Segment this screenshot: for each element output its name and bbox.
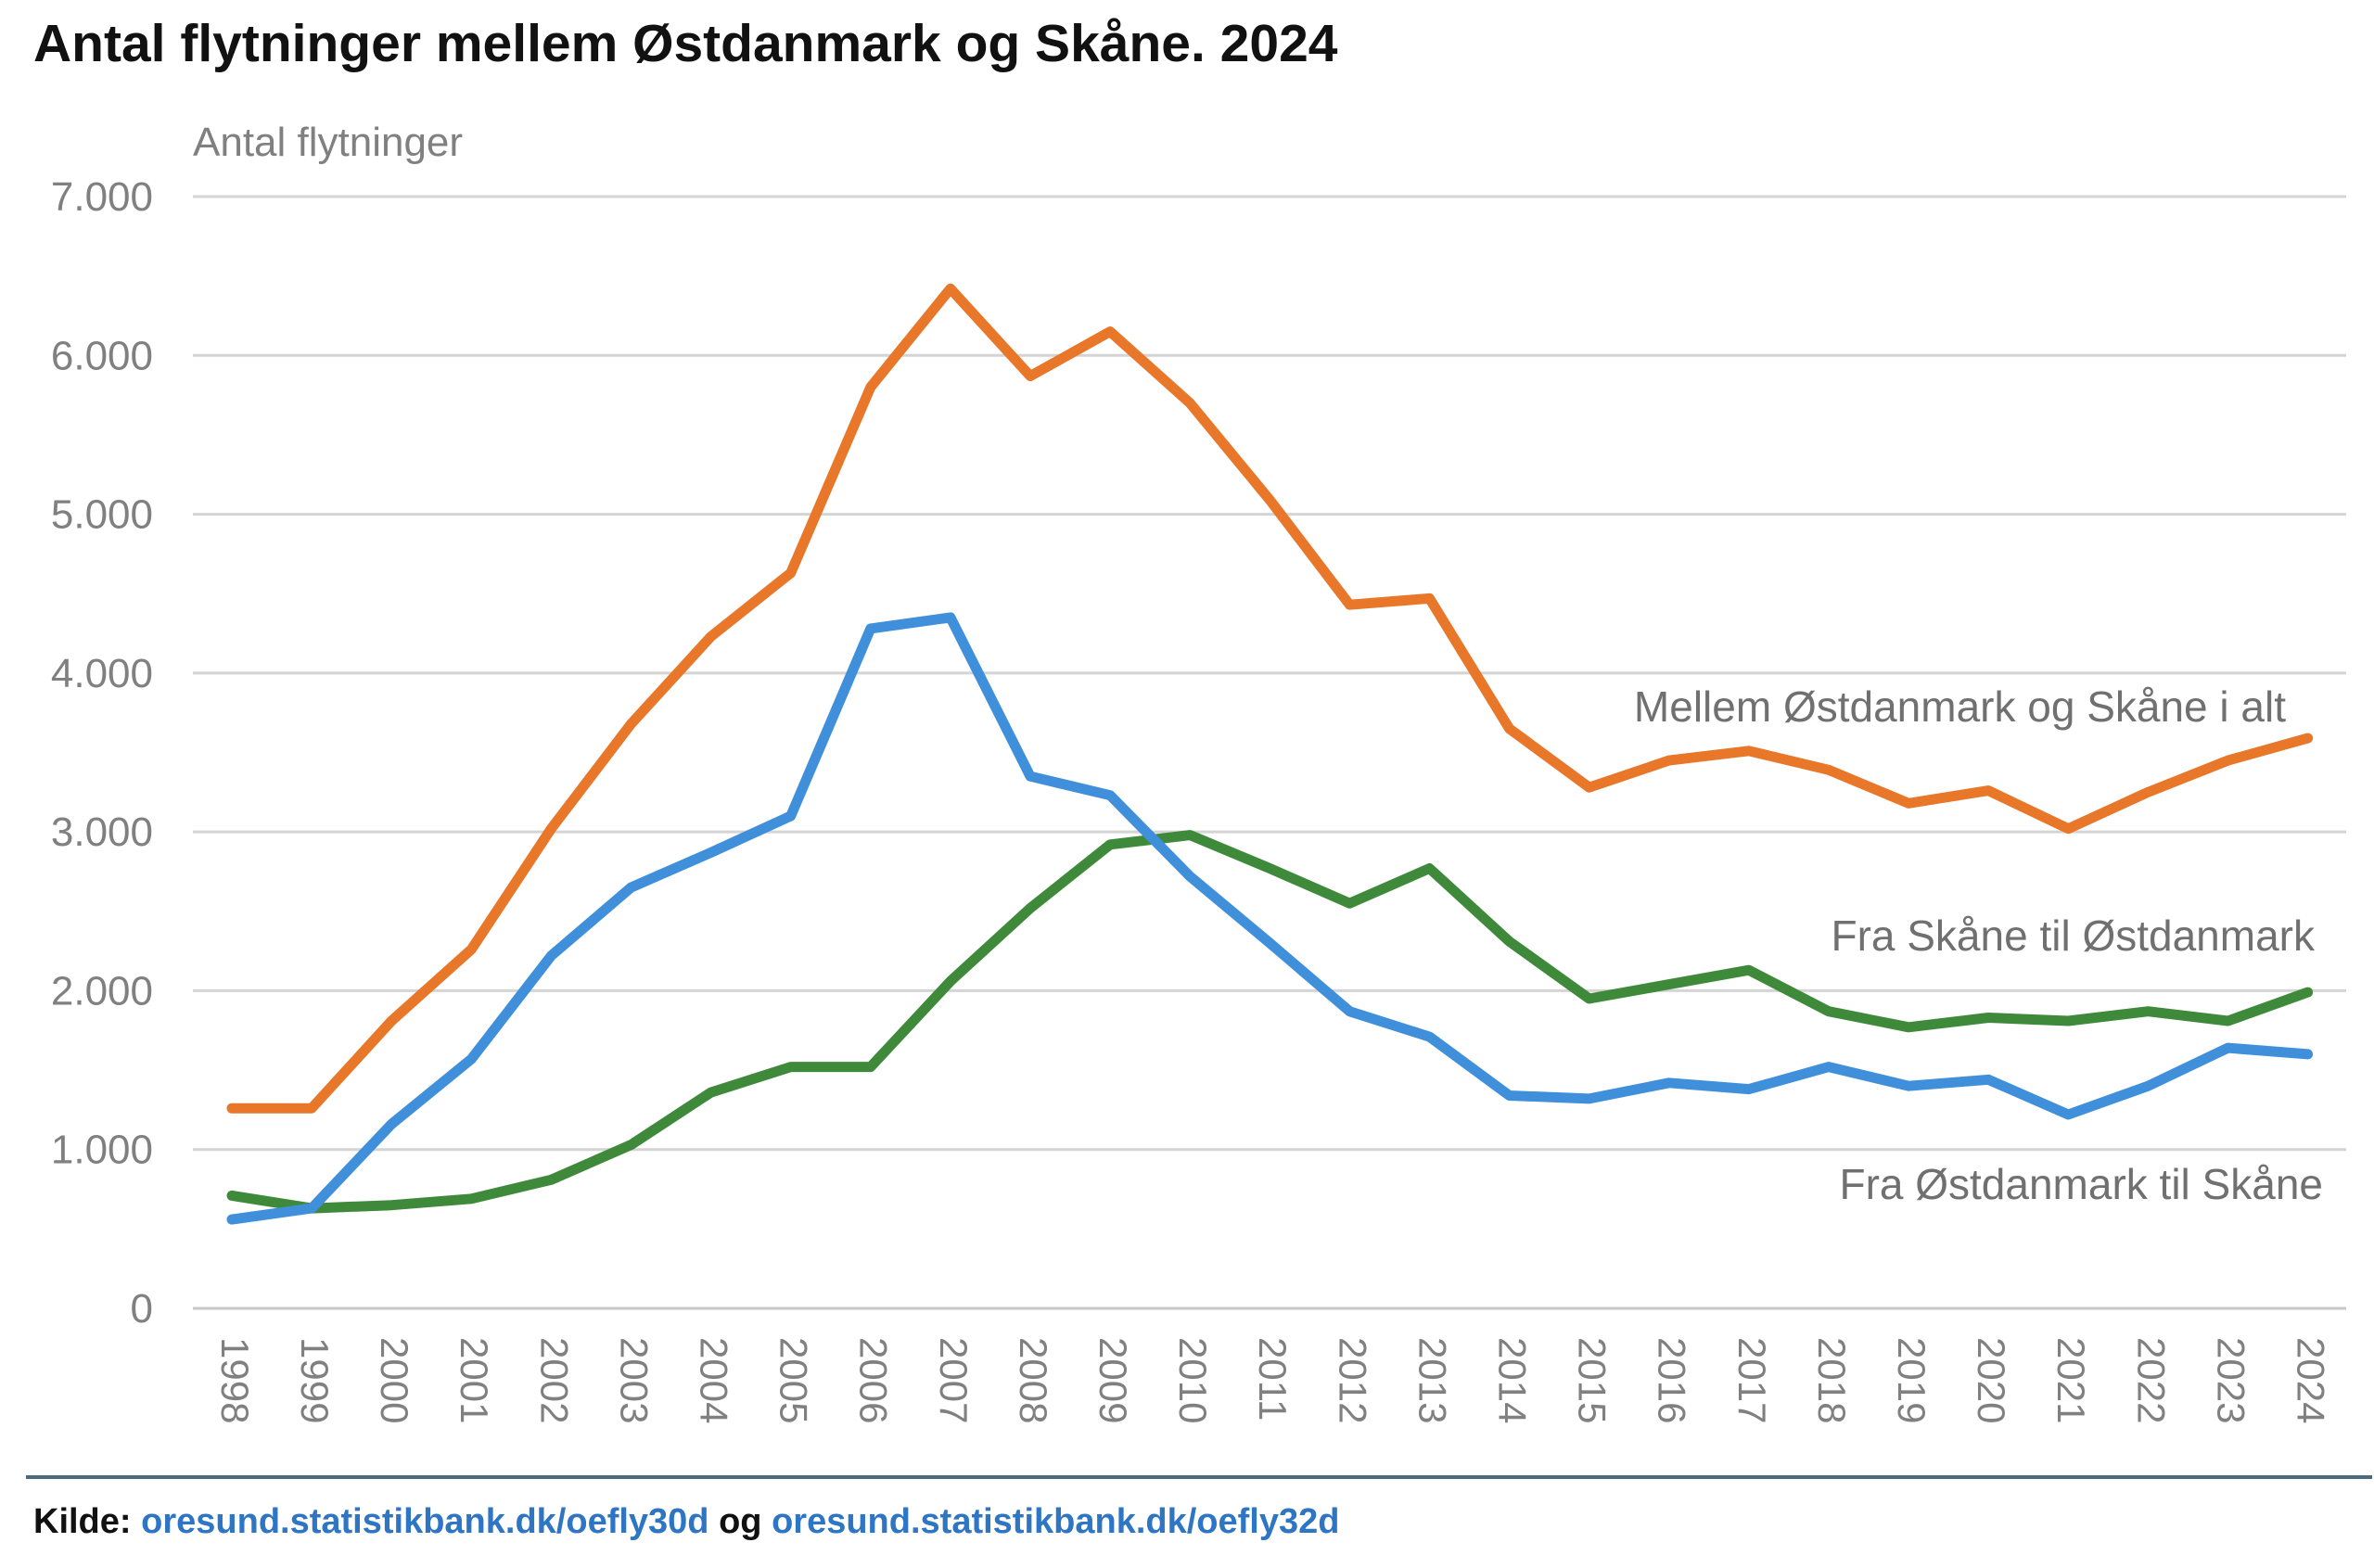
x-tick-label-2008: 2008 <box>1012 1337 1055 1423</box>
y-tick-label-5000: 5.000 <box>51 492 153 538</box>
x-tick-label-2023: 2023 <box>2209 1337 2253 1423</box>
x-tick-label-2001: 2001 <box>453 1337 496 1423</box>
x-tick-label-2016: 2016 <box>1651 1337 1694 1423</box>
y-tick-label-1000: 1.000 <box>51 1128 153 1173</box>
series-line-3 <box>226 612 2314 1225</box>
x-tick-label-2017: 2017 <box>1730 1337 1774 1423</box>
x-tick-label-2022: 2022 <box>2129 1337 2173 1423</box>
series-lines <box>226 283 2314 1225</box>
x-tick-label-2010: 2010 <box>1171 1337 1215 1423</box>
source-link-oefly32d[interactable]: oresund.statistikbank.dk/oefly32d <box>772 1502 1340 1541</box>
y-tick-label-2000: 2.000 <box>51 968 153 1013</box>
x-tick-label-2005: 2005 <box>772 1337 816 1423</box>
x-tick-label-2021: 2021 <box>2049 1337 2093 1423</box>
x-tick-label-2003: 2003 <box>612 1337 656 1423</box>
y-axis-title: Antal flytninger <box>193 120 463 165</box>
series-label-3: Fra Østdanmark til Skåne <box>1839 1160 2323 1208</box>
y-tick-label-3000: 3.000 <box>51 809 153 855</box>
x-tick-label-2013: 2013 <box>1410 1337 1454 1423</box>
page-title: Antal flytninger mellem Østdanmark og Sk… <box>33 14 1338 73</box>
y-axis-ticks: 0 1.000 2.000 3.000 4.000 5.000 6.000 7.000 <box>51 174 153 1332</box>
series-labels: Mellem Østdanmark og Skåne i alt Fra Skån… <box>1634 682 2323 1208</box>
x-tick-label-2000: 2000 <box>373 1337 416 1423</box>
x-axis-ticks: 1998 1999 2000 2001 2002 2003 2004 2005 2006 2007… <box>213 1337 2333 1423</box>
x-tick-label-2012: 2012 <box>1331 1337 1374 1423</box>
line-chart: 0 1.000 2.000 3.000 4.000 5.000 6.000 7.000 199… <box>51 120 2346 1423</box>
gridlines <box>193 195 2346 1310</box>
source-prefix: Kilde: <box>33 1502 142 1541</box>
x-tick-label-2014: 2014 <box>1491 1337 1535 1423</box>
y-tick-label-0: 0 <box>131 1286 153 1332</box>
x-tick-label-2007: 2007 <box>932 1337 976 1423</box>
x-tick-label-2019: 2019 <box>1890 1337 1934 1423</box>
y-tick-label-4000: 4.000 <box>51 651 153 696</box>
source-connector: og <box>708 1502 772 1541</box>
x-tick-label-1998: 1998 <box>213 1337 257 1423</box>
y-tick-label-7000: 7.000 <box>51 174 153 220</box>
x-tick-label-2006: 2006 <box>852 1337 896 1423</box>
x-tick-label-2020: 2020 <box>1970 1337 2013 1423</box>
series-line-2 <box>226 830 2314 1214</box>
x-tick-label-2024: 2024 <box>2290 1337 2333 1423</box>
x-tick-label-2011: 2011 <box>1251 1337 1295 1421</box>
source-line: Kilde: oresund.statistikbank.dk/oefly30d… <box>33 1502 1339 1542</box>
x-tick-label-2015: 2015 <box>1571 1337 1615 1423</box>
series-label-2: Fra Skåne til Østdanmark <box>1831 911 2316 960</box>
series-line-1 <box>226 283 2314 1114</box>
x-tick-label-2018: 2018 <box>1810 1337 1854 1423</box>
source-link-oefly30d[interactable]: oresund.statistikbank.dk/oefly30d <box>141 1502 709 1541</box>
series-label-1: Mellem Østdanmark og Skåne i alt <box>1634 682 2286 731</box>
x-tick-label-2009: 2009 <box>1091 1337 1135 1423</box>
x-tick-label-2004: 2004 <box>693 1337 736 1423</box>
x-tick-label-1999: 1999 <box>293 1337 337 1423</box>
footer-divider <box>26 1475 2372 1479</box>
y-tick-label-6000: 6.000 <box>51 333 153 378</box>
x-tick-label-2002: 2002 <box>532 1337 576 1423</box>
